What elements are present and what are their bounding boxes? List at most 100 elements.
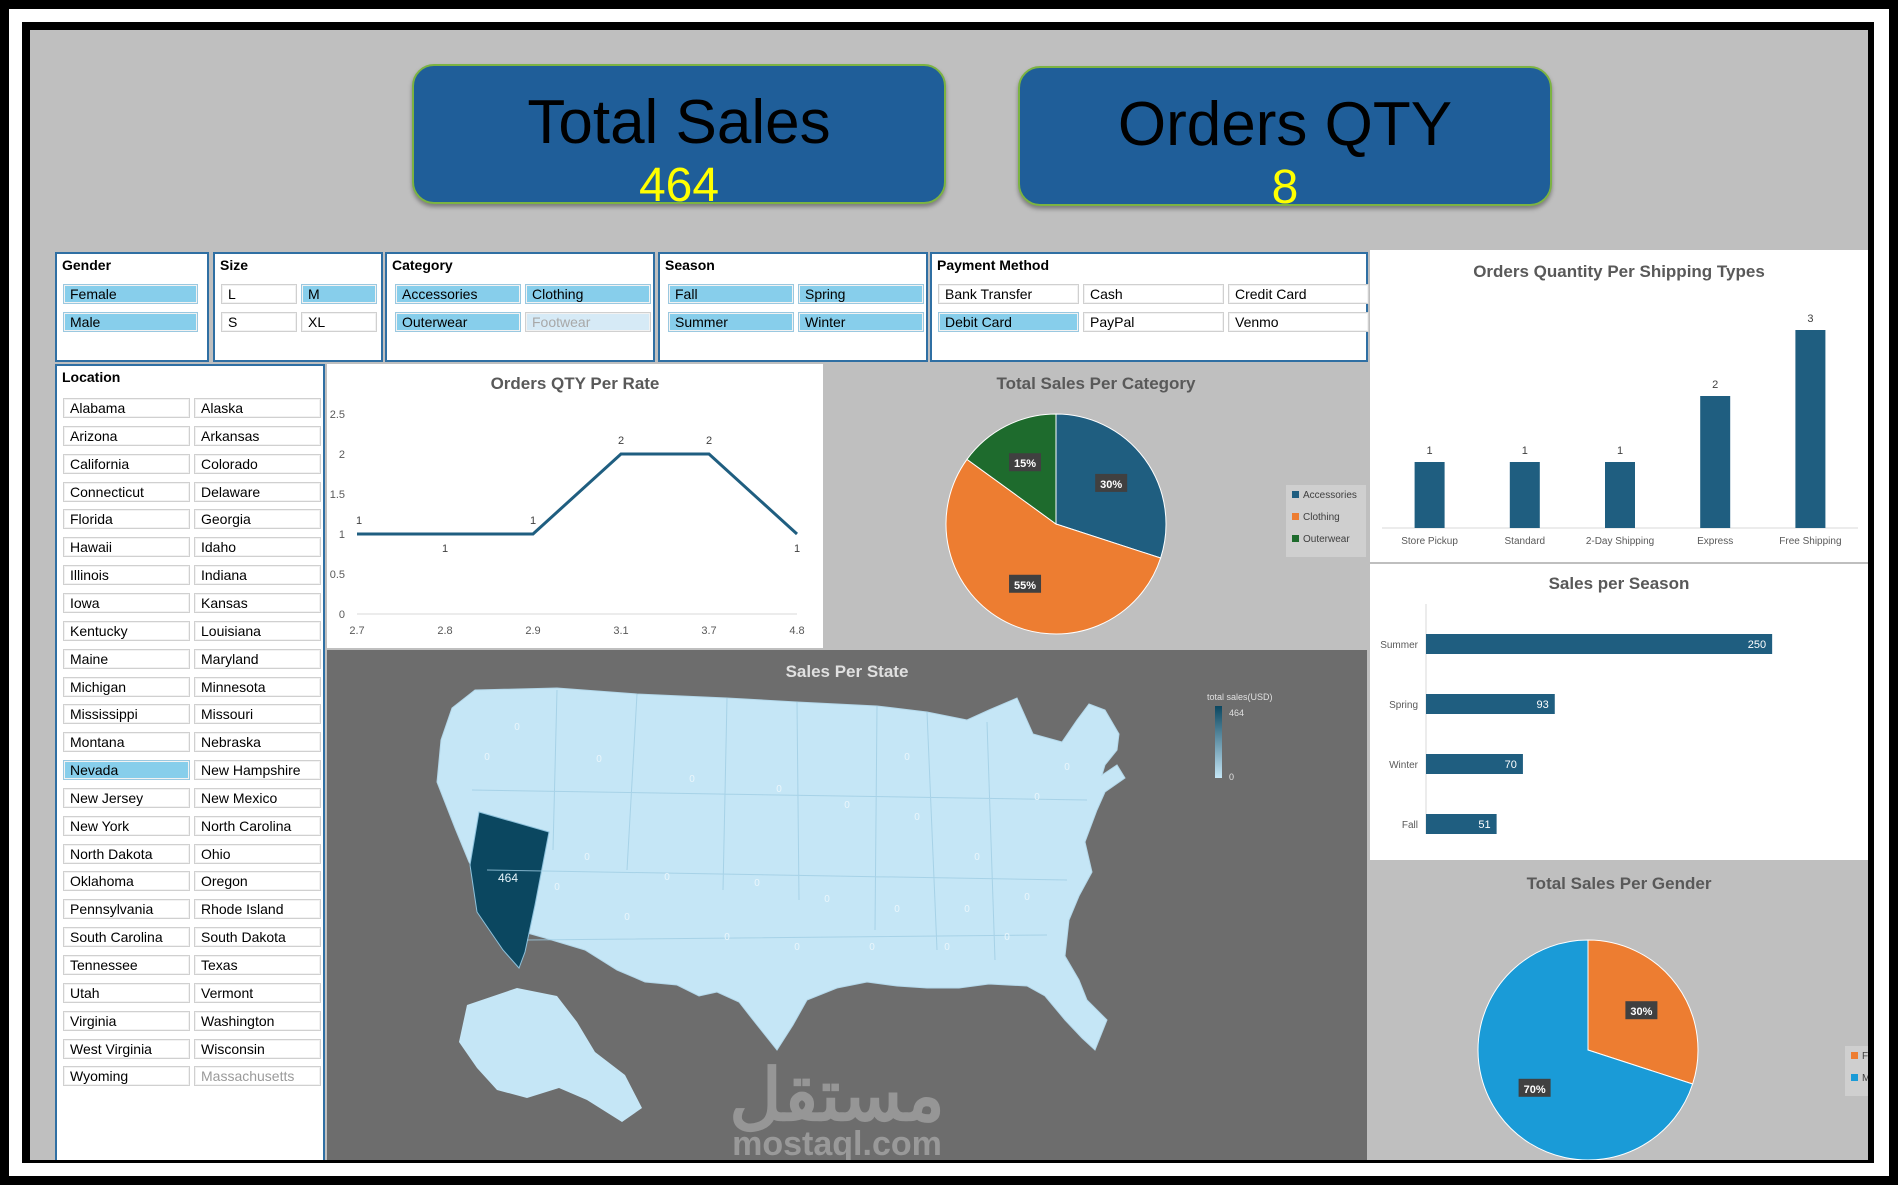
slicer-location: Location Alabama Alaska Arizona Arkansas Cal… — [55, 364, 325, 1160]
data-label: 2 — [1712, 379, 1718, 391]
slicer-location-item[interactable]: New Hampshire — [194, 760, 321, 781]
slicer-location-item[interactable]: Maryland — [194, 648, 321, 669]
slicer-location-item[interactable]: Michigan — [63, 676, 190, 697]
slicer-location-item[interactable]: Kentucky — [63, 620, 190, 641]
slicer-location-item[interactable]: Louisiana — [194, 620, 321, 641]
chart-sales-per-category-title: Total Sales Per Category — [996, 374, 1196, 393]
slicer-location-item[interactable]: Mississippi — [63, 704, 190, 725]
slicer-location-item[interactable]: Oklahoma — [63, 871, 190, 892]
state-value-label: 0 — [944, 942, 950, 953]
legend-entry: Accessories — [1303, 490, 1357, 501]
slicer-location-item[interactable]: Ohio — [194, 843, 321, 864]
data-label: 250 — [1748, 639, 1766, 651]
slicer-size-item[interactable]: M — [301, 284, 377, 304]
slicer-location-item[interactable]: South Carolina — [63, 927, 190, 948]
y-tick-label: Spring — [1389, 700, 1418, 711]
slicer-season-item[interactable]: Fall — [668, 284, 794, 304]
slicer-category: Category Accessories Clothing Outerwear Foo… — [385, 252, 655, 362]
slicer-location-item[interactable]: North Dakota — [63, 843, 190, 864]
slicer-size-item[interactable]: XL — [301, 312, 377, 332]
slicer-location-item[interactable]: Montana — [63, 732, 190, 753]
slicer-location-item[interactable]: Missouri — [194, 704, 321, 725]
slicer-location-item[interactable]: Florida — [63, 509, 190, 530]
state-value-label: 0 — [1024, 892, 1030, 903]
slicer-location-item[interactable]: Hawaii — [63, 537, 190, 558]
slicer-location-item[interactable]: Utah — [63, 982, 190, 1003]
slicer-gender-item[interactable]: Female — [63, 284, 198, 304]
state-value-label: 0 — [624, 912, 630, 923]
slicer-location-item[interactable]: Maine — [63, 648, 190, 669]
slicer-location-item[interactable]: Virginia — [63, 1010, 190, 1031]
slicer-gender-item[interactable]: Male — [63, 312, 198, 332]
data-label-box — [1009, 453, 1042, 472]
slicer-category-item[interactable]: Accessories — [395, 284, 521, 304]
slicer-location-item[interactable]: Nevada — [63, 760, 190, 781]
slicer-location-item[interactable]: West Virginia — [63, 1038, 190, 1059]
slicer-payment-item[interactable]: Venmo — [1228, 312, 1369, 332]
slicer-location-item[interactable]: Colorado — [194, 453, 321, 474]
slicer-size-item[interactable]: S — [221, 312, 297, 332]
chart-sales-per-gender: Total Sales Per Gender 30% 70% Female Male — [1370, 864, 1868, 1160]
slicer-location-item[interactable]: Wyoming — [63, 1066, 190, 1087]
slicer-location-item[interactable]: Pennsylvania — [63, 899, 190, 920]
slicer-season-item[interactable]: Winter — [798, 312, 924, 332]
slicer-size-item[interactable]: L — [221, 284, 297, 304]
slicer-location-item[interactable]: Nebraska — [194, 732, 321, 753]
slicer-category-item[interactable]: Clothing — [525, 284, 651, 304]
slicer-location-item[interactable]: Kansas — [194, 592, 321, 613]
slicer-location-item[interactable]: Illinois — [63, 565, 190, 586]
slicer-location-item[interactable]: Texas — [194, 955, 321, 975]
slicer-payment-item[interactable]: Cash — [1083, 284, 1224, 304]
slicer-location-item[interactable]: New Jersey — [63, 787, 190, 808]
slicer-location-item[interactable]: California — [63, 453, 190, 474]
legend-entry: Male — [1862, 1073, 1868, 1084]
slicer-location-item[interactable]: Delaware — [194, 481, 321, 502]
slicer-location-item[interactable]: Connecticut — [63, 481, 190, 502]
bar — [1414, 462, 1445, 528]
slicer-location-item[interactable]: Georgia — [194, 509, 321, 530]
slicer-location-item[interactable]: Indiana — [194, 565, 321, 586]
data-label: 2 — [706, 435, 712, 447]
slicer-location-item[interactable]: Idaho — [194, 537, 321, 558]
slicer-location-item[interactable]: Oregon — [194, 871, 321, 892]
slicer-location-item[interactable]: Washington — [194, 1010, 321, 1031]
map-legend-title: total sales(USD) — [1207, 692, 1273, 702]
legend-swatch — [1851, 1052, 1858, 1059]
x-tick-label: 2.8 — [437, 625, 452, 637]
slicer-payment-item[interactable]: Bank Transfer — [938, 284, 1079, 304]
slicer-category-item[interactable]: Footwear — [525, 312, 651, 332]
slicer-location-item[interactable]: Wisconsin — [194, 1038, 321, 1059]
slicer-location-item[interactable]: New York — [63, 815, 190, 836]
kpi-orders-qty-value: 8 — [1271, 161, 1299, 214]
slicer-payment-item[interactable]: Debit Card — [938, 312, 1079, 332]
slicer-location-item[interactable]: New Mexico — [194, 787, 321, 808]
y-tick-label: 0.5 — [330, 569, 345, 581]
slicer-location-item[interactable]: Alaska — [194, 398, 321, 418]
state-value-label: 0 — [724, 932, 730, 943]
state-value-label: 0 — [754, 878, 760, 889]
slicer-season-item[interactable]: Summer — [668, 312, 794, 332]
data-label-box — [1095, 473, 1128, 492]
slicer-payment-item[interactable]: PayPal — [1083, 312, 1224, 332]
slicer-location-item[interactable]: Alabama — [63, 398, 190, 418]
data-label: 1 — [1617, 445, 1623, 457]
slicer-season-item[interactable]: Spring — [798, 284, 924, 304]
y-tick-label: 1 — [339, 529, 345, 541]
slicer-location-item[interactable]: Arkansas — [194, 425, 321, 446]
us-map: 464 total sales(USD) 464 0 0000000000000… — [436, 687, 1273, 1160]
slicer-location-item[interactable]: Rhode Island — [194, 899, 321, 920]
slicer-location-item[interactable]: Iowa — [63, 592, 190, 613]
slicer-location-item[interactable]: Arizona — [63, 425, 190, 446]
slicer-location-item[interactable]: Minnesota — [194, 676, 321, 697]
slicer-category-item[interactable]: Outerwear — [395, 312, 521, 332]
data-label: 30% — [1630, 1006, 1652, 1018]
slicer-location-item[interactable]: Vermont — [194, 982, 321, 1003]
data-label-box — [1518, 1078, 1551, 1097]
slicer-location-item[interactable]: Tennessee — [63, 955, 190, 975]
slicer-payment-item[interactable]: Credit Card — [1228, 284, 1369, 304]
state-value-label: 0 — [824, 894, 830, 905]
slicer-location-item[interactable]: Massachusetts — [194, 1066, 321, 1087]
slicer-location-item[interactable]: South Dakota — [194, 927, 321, 948]
slicer-location-item[interactable]: North Carolina — [194, 815, 321, 836]
